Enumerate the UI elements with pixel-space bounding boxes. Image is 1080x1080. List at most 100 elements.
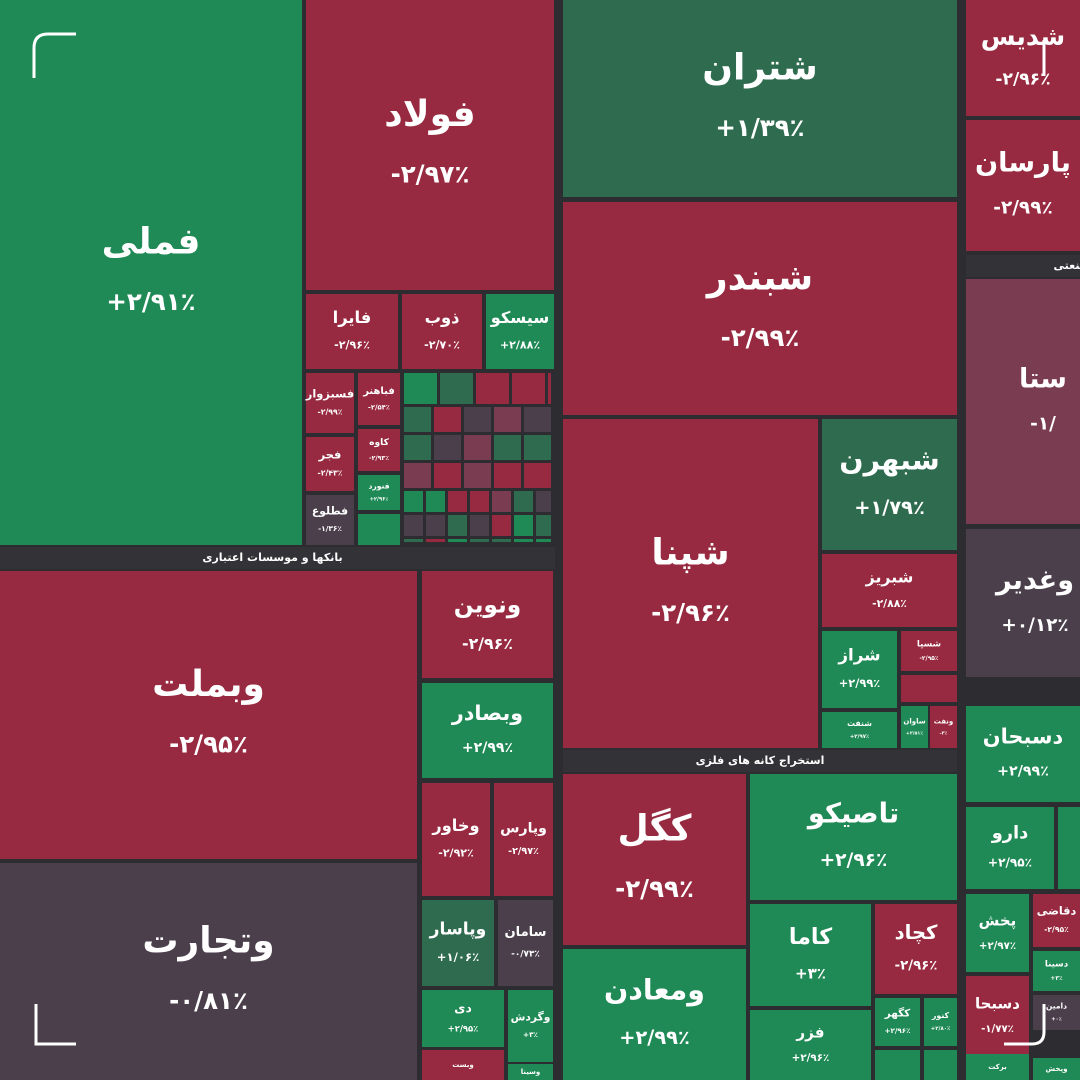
tile-label: شدیس <box>981 22 1065 51</box>
tile <box>536 491 551 512</box>
tile-label: ستا <box>1019 363 1067 394</box>
tile-change: -۳٪ <box>940 730 948 736</box>
tile <box>404 539 423 542</box>
tile <box>536 539 551 542</box>
corner <box>34 1004 76 1046</box>
tile <box>901 631 957 671</box>
tile-change: +۲/۹۱٪ <box>106 287 195 316</box>
tile-change: -۲/۹۷٪ <box>508 846 539 857</box>
tile-change: -۲/۹۶٪ <box>895 959 938 974</box>
tile-label: تاصیکو <box>806 799 899 830</box>
tile-label: وپاسار <box>429 919 487 939</box>
tile <box>422 783 490 896</box>
corner <box>1004 1004 1046 1046</box>
tile-change: -۲/۹۹٪ <box>721 323 800 352</box>
tile <box>404 435 431 460</box>
tile-change: -۲/۹۶٪ <box>651 598 730 627</box>
tile-change: +۲/۹۷٪ <box>850 734 869 740</box>
tile <box>822 419 957 550</box>
tile-change: -۱/ <box>1030 414 1056 435</box>
tile-change: +۲/۹۹٪ <box>839 676 881 690</box>
tile-change: +۲/۸۰٪ <box>931 1026 950 1032</box>
tile <box>514 539 533 542</box>
tile-label: کچاد <box>895 921 938 944</box>
sector-bar <box>0 547 555 569</box>
tile <box>514 515 533 536</box>
tile-label: فجر <box>318 447 342 461</box>
tile <box>901 675 957 702</box>
tile-label: فملی <box>102 222 201 263</box>
tile-change: +۲/۹۵٪ <box>988 856 1032 870</box>
sector-title: بانکها و موسسات اعتباری <box>202 551 342 564</box>
tile-label: دقاضی <box>1037 905 1077 918</box>
tile-label: دسبحا <box>975 995 1020 1013</box>
tile <box>524 463 551 488</box>
tile-change: -۲/۴۳٪ <box>317 469 342 478</box>
tile-label: ومعادن <box>604 974 705 1007</box>
tile-label: شنفت <box>847 719 872 728</box>
tile-label: شبریز <box>865 567 914 586</box>
tile <box>536 515 551 536</box>
tile <box>422 990 504 1047</box>
tile <box>306 437 354 491</box>
tile <box>822 631 897 708</box>
tile-label: فطلوع <box>312 504 348 517</box>
tile <box>402 294 482 369</box>
tile <box>464 463 491 488</box>
tile-label: فنورد <box>368 481 389 490</box>
tile-change: -۲/۹۲٪ <box>438 846 473 859</box>
tile <box>448 515 467 536</box>
tile-change: -۲/۹۵٪ <box>169 730 248 759</box>
tile <box>966 279 1080 524</box>
tile-label: فولاد <box>384 94 475 135</box>
tile <box>512 373 545 404</box>
tile <box>426 491 445 512</box>
tile <box>358 475 400 510</box>
tile-change: -۲/۹۳٪ <box>369 455 389 462</box>
tile-label: کاوه <box>369 438 389 448</box>
tile-change: -۲/۹۷٪ <box>391 160 470 189</box>
tile-label: دسبحان <box>983 724 1064 748</box>
tile <box>404 491 423 512</box>
tile-label: دامین <box>1046 1001 1067 1010</box>
tile <box>426 539 445 542</box>
tile <box>404 515 423 536</box>
tile-change: -۲/۸۸٪ <box>872 597 907 610</box>
tile <box>464 407 491 432</box>
tile-change: +۳٪ <box>795 964 826 982</box>
tile-change: +۲/۹۷٪ <box>979 941 1016 952</box>
tile <box>494 435 521 460</box>
tile-change: +۲/۵۱٪ <box>906 730 923 736</box>
tile <box>470 515 489 536</box>
tile-label: فسبزوار <box>305 386 354 400</box>
tile-label: دارو <box>991 823 1029 844</box>
tile <box>358 373 400 425</box>
tile <box>494 463 521 488</box>
tile <box>1033 951 1080 991</box>
tile <box>524 435 551 460</box>
tile <box>750 1010 871 1080</box>
tile-label: ونفت <box>934 717 953 725</box>
tile-change: -۰/۸۱٪ <box>169 986 248 1015</box>
tile <box>901 706 928 748</box>
tile-label: وسینا <box>521 1068 541 1076</box>
tile-label: شبهرن <box>839 444 939 477</box>
tile-change: -۲/۹۶٪ <box>995 69 1050 89</box>
tile <box>563 0 957 197</box>
tile <box>966 807 1054 889</box>
tile-label: کگل <box>617 808 691 850</box>
tile <box>358 514 400 545</box>
tile <box>750 904 871 1006</box>
tile-change: -۲/۹۵٪ <box>1044 925 1069 934</box>
tile <box>306 373 354 433</box>
sector-title: صنعتی <box>1054 259 1080 272</box>
tile <box>434 435 461 460</box>
tile-label: وپخش <box>1046 1065 1068 1073</box>
tile <box>434 463 461 488</box>
tile <box>966 894 1029 972</box>
tile-label: ذوب <box>425 308 460 328</box>
tile-change: +۰/۱۲٪ <box>1001 615 1068 636</box>
tile <box>0 863 417 1080</box>
tile <box>924 998 957 1046</box>
tile <box>930 706 957 748</box>
